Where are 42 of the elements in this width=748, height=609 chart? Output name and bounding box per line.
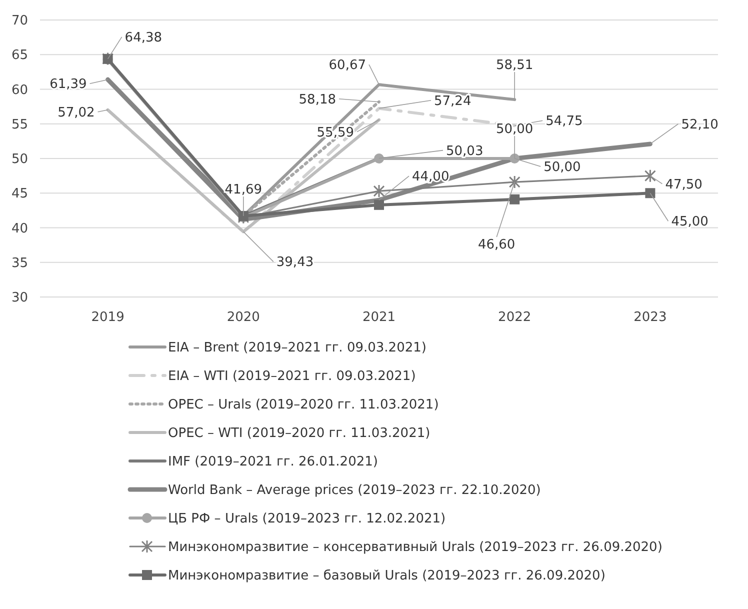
data-label: 54,75 [546, 114, 583, 130]
x-tick-label: 2021 [362, 310, 396, 325]
legend-label: OPEC – WTI (2019–2020 гг. 11.03.2021) [168, 426, 430, 442]
data-label: 52,10 [681, 118, 718, 133]
legend-label: World Bank – Average prices (2019–2023 гг. 22.10.2020) [168, 483, 541, 498]
legend-label: EIA – Brent (2019–2021 гг. 09.03.2021) [168, 340, 426, 356]
data-label: 44,00 [412, 170, 450, 185]
y-tick-label: 30 [11, 290, 28, 306]
data-label: 57,24 [434, 94, 472, 109]
y-tick-label: 70 [11, 14, 28, 29]
legend-label: Минэкономразвитие – базовый Urals (2019–2023 гг. 26.09.2020) [168, 568, 606, 584]
data-label: 50,00 [496, 122, 534, 137]
y-tick-label: 50 [11, 152, 28, 168]
data-label: 64,38 [124, 30, 162, 46]
x-tick-label: 2022 [498, 310, 532, 325]
data-label: 45,00 [671, 214, 708, 230]
data-label: 47,50 [665, 177, 702, 192]
data-label: 58,18 [298, 92, 336, 108]
data-label: 46,60 [478, 238, 516, 253]
x-tick-label: 2020 [226, 310, 260, 325]
y-tick-label: 40 [11, 221, 28, 236]
data-label: 50,03 [446, 144, 484, 159]
legend-label: EIA – WTI (2019–2021 гг. 09.03.2021) [168, 369, 416, 384]
y-tick-label: 65 [11, 48, 28, 64]
legend-label: IMF (2019–2021 гг. 26.01.2021) [168, 454, 378, 470]
x-tick-label: 2023 [634, 310, 667, 325]
data-label: 55,59 [316, 125, 354, 140]
data-label: 39,43 [276, 255, 314, 270]
data-label: 50,00 [544, 160, 581, 176]
legend-label: OPEC – Urals (2019–2020 гг. 11.03.2021) [168, 398, 439, 413]
data-label: 61,39 [50, 77, 87, 92]
x-tick-label: 2019 [91, 310, 124, 325]
y-tick-label: 35 [11, 256, 28, 271]
data-label: 58,51 [496, 58, 534, 73]
y-tick-label: 55 [11, 117, 28, 132]
y-tick-label: 60 [11, 82, 28, 98]
data-label: 41,69 [224, 182, 262, 198]
data-label: 60,67 [328, 58, 366, 74]
legend-label: Минэкономразвитие – консервативный Urals (2019–2023 гг. 26.09.2020) [168, 540, 662, 556]
y-tick-label: 45 [11, 186, 28, 202]
data-label: 57,02 [58, 105, 95, 120]
legend-label: ЦБ РФ – Urals (2019–2023 гг. 12.02.2021) [168, 512, 446, 527]
